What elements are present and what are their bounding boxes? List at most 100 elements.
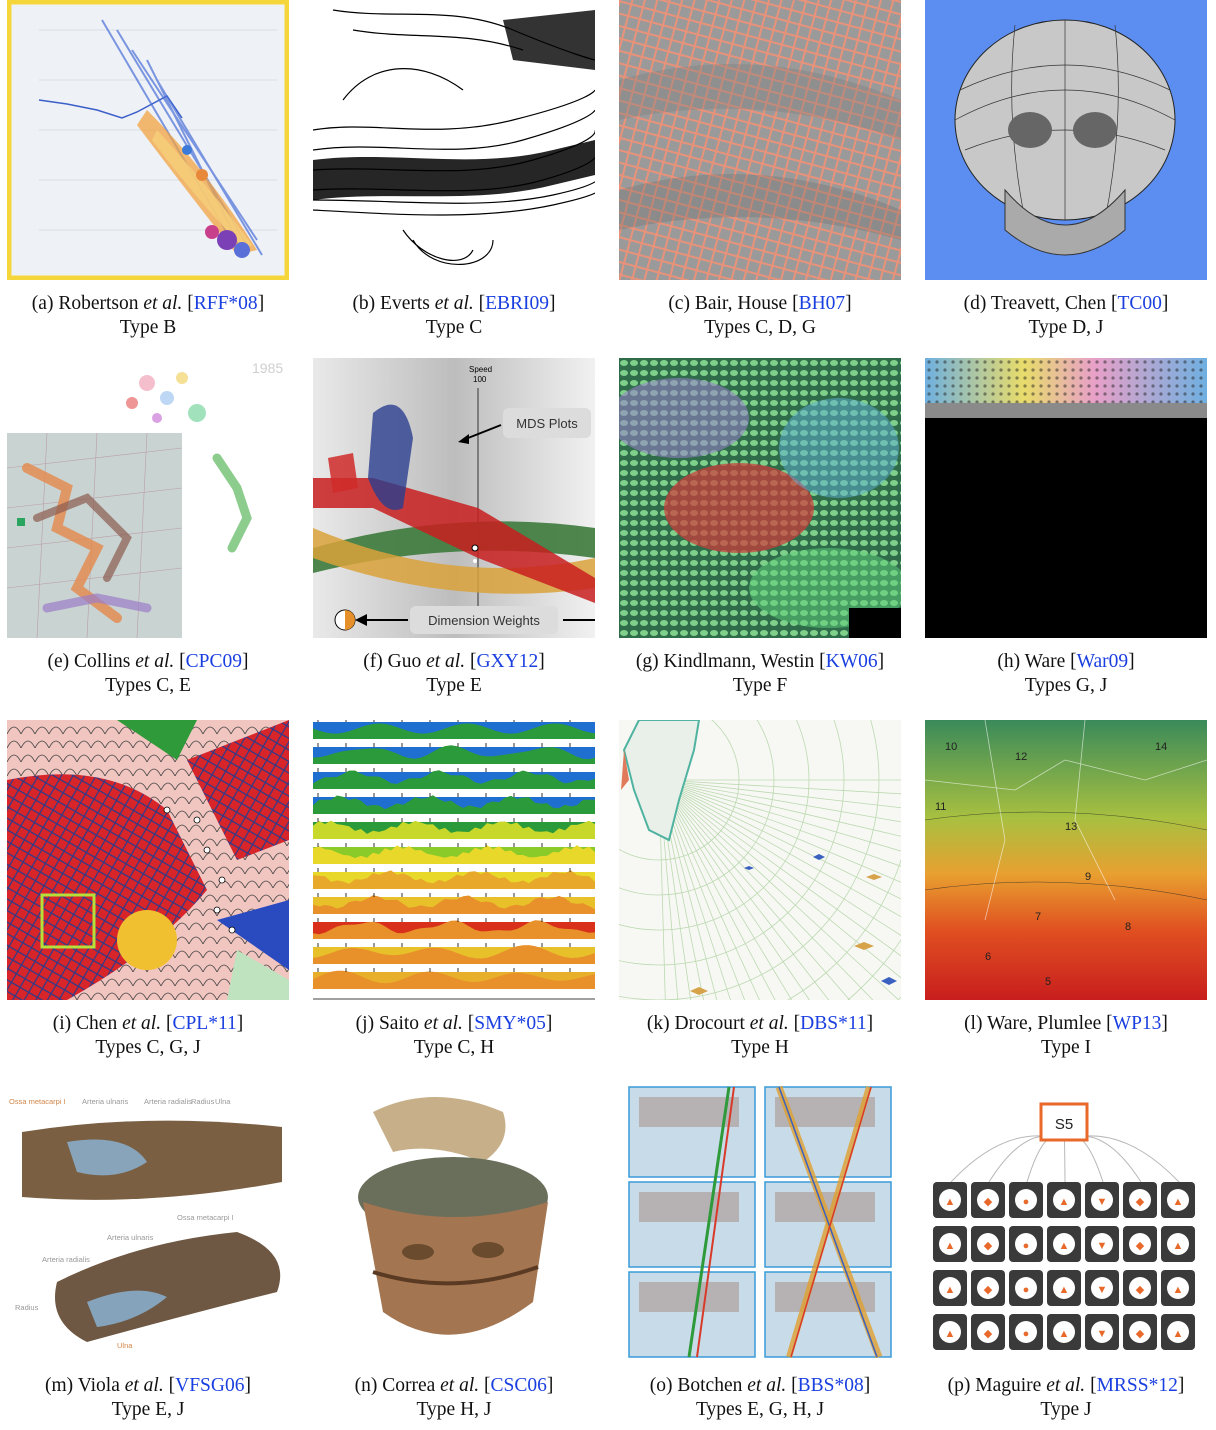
caption-e: (e) Collins et al. [CPC09] Types C, E — [47, 651, 249, 696]
caption-c: (c) Bair, House [BH07] Types C, D, G — [668, 293, 852, 338]
caption-j-text: (j) Saito — [355, 1013, 424, 1034]
caption-e-type: Types C, E — [105, 675, 191, 696]
svg-text:●: ● — [1023, 1196, 1030, 1208]
dimension-weights-label: Dimension Weights — [428, 613, 540, 628]
panel-m-label-2: Arteria ulnaris — [82, 1097, 129, 1106]
svg-text:▲: ▲ — [1173, 1328, 1184, 1340]
node-s5 — [1039, 1102, 1089, 1142]
citation-h-link[interactable]: War09 — [1076, 651, 1129, 672]
panel-m-label-5: Ulna — [215, 1097, 231, 1106]
panel-l-label-3: 14 — [1155, 741, 1167, 753]
svg-text:▲: ▲ — [1059, 1240, 1070, 1252]
svg-text:◆: ◆ — [1136, 1196, 1145, 1208]
citation-p-link[interactable]: MRSS*12 — [1096, 1375, 1178, 1396]
caption-f: (f) Guo et al. [GXY12] Type E — [363, 651, 545, 696]
citation-f-link[interactable]: GXY12 — [476, 651, 539, 672]
citation-d-link[interactable]: TC00 — [1117, 293, 1162, 314]
citation-m-link[interactable]: VFSG06 — [175, 1375, 245, 1396]
panel-m-label-9: Radius — [15, 1303, 39, 1312]
caption-m-text: (m) Viola — [45, 1375, 125, 1396]
svg-text:▲: ▲ — [945, 1240, 956, 1252]
mds-plots-callout — [503, 408, 591, 438]
citation-k-link[interactable]: DBS*11 — [800, 1013, 867, 1034]
svg-text:▼: ▼ — [1097, 1240, 1108, 1252]
svg-text:▲: ▲ — [1059, 1284, 1070, 1296]
svg-text:◆: ◆ — [1136, 1240, 1145, 1252]
caption-n: (n) Correa et al. [CSC06] Type H, J — [354, 1375, 554, 1420]
citation-l-link[interactable]: WP13 — [1112, 1013, 1162, 1034]
caption-a-text: (a) Robertson — [31, 293, 144, 314]
caption-d: (d) Treavett, Chen [TC00] Type D, J — [963, 293, 1169, 338]
caption-g-text: (g) Kindlmann, Westin — [635, 651, 820, 672]
panel-l-label-9: 6 — [985, 951, 991, 963]
panel-n-image — [313, 1082, 595, 1362]
caption-a-type: Type B — [119, 317, 177, 338]
caption-i: (i) Chen et al. [CPL*11] Types C, G, J — [52, 1013, 244, 1058]
figure-n: (n) Correa et al. [CSC06] Type H, J — [306, 1082, 602, 1422]
caption-n-etal: et al. — [440, 1375, 480, 1396]
figure-b: (b) Everts et al. [EBRI09] Type C — [306, 0, 602, 340]
figure-l: 10 12 14 11 9 8 7 13 6 5 (l) Ware, Pluml… — [918, 720, 1214, 1060]
citation-g-link[interactable]: KW06 — [825, 651, 878, 672]
figure-g: (g) Kindlmann, Westin [KW06] Type F — [612, 358, 908, 698]
panel-j-image — [313, 720, 595, 1000]
svg-text:▼: ▼ — [1097, 1328, 1108, 1340]
citation-c-link[interactable]: BH07 — [798, 293, 846, 314]
panel-m-image: Ossa metacarpi I Arteria ulnaris Arteria… — [7, 1082, 289, 1362]
panel-m-label-7: Arteria ulnaris — [107, 1233, 154, 1242]
figure-k: (k) Drocourt et al. [DBS*11] Type H — [612, 720, 908, 1060]
svg-text:●: ● — [1023, 1328, 1030, 1340]
citation-i-link[interactable]: CPL*11 — [172, 1013, 237, 1034]
citation-j-link[interactable]: SMY*05 — [474, 1013, 546, 1034]
caption-n-text: (n) Correa — [354, 1375, 441, 1396]
citation-e-link[interactable]: CPC09 — [185, 651, 242, 672]
panel-m-label-8: Arteria radialis — [42, 1255, 90, 1264]
panel-g-image — [619, 358, 901, 638]
caption-l: (l) Ware, Plumlee [WP13] Type I — [964, 1013, 1168, 1058]
panel-l-label-8: 13 — [1065, 821, 1077, 833]
caption-a: (a) Robertson et al. [RFF*08] Type B — [31, 293, 265, 338]
caption-c-text: (c) Bair, House — [668, 293, 793, 314]
panel-l-image: 10 12 14 11 9 8 7 13 6 5 — [925, 720, 1207, 1000]
panel-k-image — [619, 720, 901, 1000]
caption-f-etal: et al. — [426, 651, 466, 672]
svg-text:▲: ▲ — [1173, 1196, 1184, 1208]
figure-i: (i) Chen et al. [CPL*11] Types C, G, J — [0, 720, 296, 1060]
citation-o-link[interactable]: BBS*08 — [797, 1375, 864, 1396]
caption-p: (p) Maguire et al. [MRSS*12] Type J — [947, 1375, 1185, 1420]
caption-o-text: (o) Botchen — [649, 1375, 748, 1396]
svg-text:◆: ◆ — [1136, 1328, 1145, 1340]
svg-text:▼: ▼ — [1097, 1284, 1108, 1296]
caption-j: (j) Saito et al. [SMY*05] Type C, H — [355, 1013, 553, 1058]
figure-o: (o) Botchen et al. [BBS*08] Types E, G, … — [612, 1082, 908, 1422]
panel-l-label-10: 5 — [1045, 976, 1051, 988]
citation-n-link[interactable]: CSC06 — [490, 1375, 547, 1396]
panel-m-label-3: Arteria radialis — [144, 1097, 192, 1106]
citation-b-link[interactable]: EBRI09 — [485, 293, 550, 314]
caption-k-etal: et al. — [749, 1013, 789, 1034]
figure-c: (c) Bair, House [BH07] Types C, D, G — [612, 0, 908, 340]
panel-b-image — [313, 0, 595, 280]
svg-text:●: ● — [1023, 1240, 1030, 1252]
citation-a-link[interactable]: RFF*08 — [193, 293, 258, 314]
panel-m-label-1: Ossa metacarpi I — [9, 1097, 66, 1106]
panel-e-image: 1985 — [7, 358, 289, 638]
caption-p-text: (p) Maguire — [947, 1375, 1047, 1396]
svg-text:◆: ◆ — [984, 1328, 993, 1340]
svg-text:▲: ▲ — [1059, 1328, 1070, 1340]
panel-l-label-4: 11 — [935, 801, 946, 813]
panel-o-image — [619, 1082, 901, 1362]
panel-l-label-7: 7 — [1035, 911, 1041, 923]
panel-l-label-1: 10 — [945, 741, 957, 753]
svg-text:◆: ◆ — [984, 1196, 993, 1208]
svg-text:◆: ◆ — [984, 1240, 993, 1252]
caption-k: (k) Drocourt et al. [DBS*11] Type H — [646, 1013, 874, 1058]
caption-a-etal: et al. — [143, 293, 183, 314]
figure-a: (a) Robertson et al. [RFF*08] Type B — [0, 0, 296, 340]
panel-e-year: 1985 — [252, 360, 283, 376]
caption-k-text: (k) Drocourt — [646, 1013, 750, 1034]
caption-f-type: Type E — [426, 675, 482, 696]
caption-b-text: (b) Everts — [352, 293, 435, 314]
caption-m-type: Type E, J — [111, 1399, 185, 1420]
caption-e-etal: et al. — [135, 651, 175, 672]
